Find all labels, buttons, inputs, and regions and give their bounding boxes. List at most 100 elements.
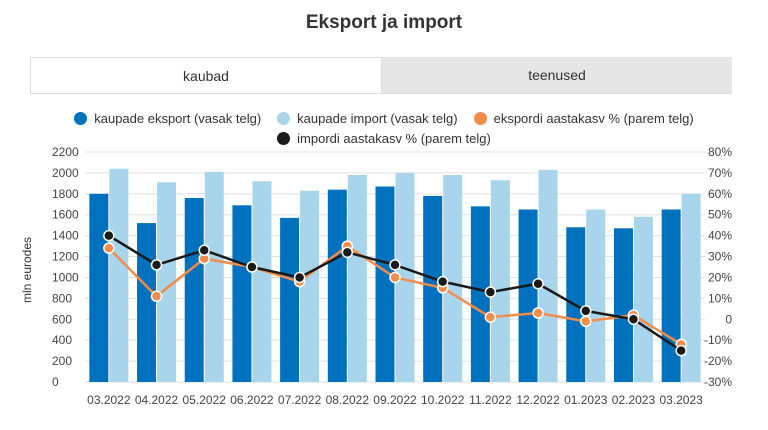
bar-import bbox=[490, 180, 510, 382]
bar-export bbox=[661, 209, 681, 382]
legend-item-export-pct[interactable]: ekspordi aastakasv % (parem telg) bbox=[473, 110, 694, 126]
bar-export bbox=[423, 195, 443, 382]
point-import-pct bbox=[627, 313, 640, 326]
x-tick-label: 12.2022 bbox=[516, 393, 560, 407]
point-export-pct bbox=[484, 311, 497, 323]
bar-export bbox=[184, 198, 204, 382]
y2-tick-label: -30% bbox=[704, 375, 732, 389]
y-tick-label: 600 bbox=[52, 312, 72, 326]
y-tick-label: 800 bbox=[52, 291, 72, 305]
legend-marker-export bbox=[74, 111, 88, 125]
x-tick-label: 08.2022 bbox=[326, 393, 370, 407]
bar-import bbox=[538, 169, 558, 382]
x-tick-label: 04.2022 bbox=[135, 393, 179, 407]
y-tick-label: 200 bbox=[52, 354, 72, 368]
legend-label-import-pct: impordi aastakasv % (parem telg) bbox=[297, 130, 491, 146]
point-import-pct bbox=[198, 244, 210, 257]
bar-import bbox=[157, 182, 177, 382]
point-import-pct bbox=[103, 229, 115, 242]
legend-label-export-pct: ekspordi aastakasv % (parem telg) bbox=[493, 110, 694, 126]
bar-import bbox=[347, 175, 367, 382]
y-tick-label: 1200 bbox=[52, 250, 79, 264]
point-export-pct bbox=[580, 315, 592, 328]
point-export-pct bbox=[150, 290, 163, 303]
tab-teenused[interactable]: teenused bbox=[382, 57, 732, 93]
y2-tick-label: 80% bbox=[708, 145, 732, 159]
y2-tick-label: 50% bbox=[708, 208, 732, 222]
y2-tick-label: 20% bbox=[708, 270, 732, 284]
bar-import bbox=[204, 171, 224, 382]
bar-import bbox=[109, 168, 129, 382]
y-tick-label: 1400 bbox=[52, 229, 79, 243]
x-tick-label: 06.2022 bbox=[230, 393, 274, 407]
y2-tick-label: 40% bbox=[708, 229, 732, 243]
bar-import bbox=[633, 216, 653, 382]
bar-import bbox=[300, 190, 320, 382]
y-axis-title: mln eurodes bbox=[20, 236, 34, 304]
point-import-pct bbox=[675, 344, 687, 357]
point-import-pct bbox=[484, 286, 497, 298]
legend-marker-import-pct bbox=[277, 131, 291, 145]
point-import-pct bbox=[293, 271, 306, 284]
bar-export bbox=[280, 217, 300, 382]
bar-export bbox=[89, 193, 109, 382]
bar-export bbox=[518, 209, 538, 382]
y2-tick-label: 10% bbox=[708, 291, 732, 305]
point-import-pct bbox=[389, 259, 401, 271]
point-import-pct bbox=[341, 246, 354, 259]
bar-export bbox=[613, 228, 633, 382]
legend-label-import: kaupade import (vasak telg) bbox=[297, 110, 458, 126]
x-tick-label: 11.2022 bbox=[469, 393, 512, 407]
y-tick-label: 2000 bbox=[52, 166, 79, 180]
bar-import bbox=[586, 209, 606, 382]
y-tick-label: 1800 bbox=[52, 187, 79, 201]
point-import-pct bbox=[436, 275, 449, 288]
x-tick-label: 03.2023 bbox=[659, 393, 703, 407]
point-export-pct bbox=[389, 271, 401, 284]
x-tick-label: 05.2022 bbox=[183, 393, 227, 407]
y-tick-label: 0 bbox=[52, 375, 59, 389]
bar-export bbox=[137, 223, 157, 382]
point-import-pct bbox=[532, 277, 544, 290]
y-tick-label: 1600 bbox=[52, 208, 79, 222]
chart-legend: kaupade eksport (vasak telg) kaupade imp… bbox=[0, 108, 768, 148]
bar-export bbox=[375, 186, 395, 382]
chart-title: Eksport ja import bbox=[305, 12, 463, 33]
legend-item-export[interactable]: kaupade eksport (vasak telg) bbox=[74, 111, 261, 126]
bar-export bbox=[327, 189, 347, 382]
legend-marker-export-pct bbox=[473, 111, 487, 125]
y2-tick-label: 30% bbox=[708, 250, 732, 264]
y2-tick-label: 70% bbox=[708, 166, 732, 180]
y-tick-label: 1000 bbox=[52, 270, 79, 284]
point-import-pct bbox=[580, 305, 592, 317]
bar-import bbox=[395, 172, 415, 382]
point-export-pct bbox=[532, 307, 544, 319]
y2-tick-label: -20% bbox=[704, 354, 732, 368]
point-import-pct bbox=[246, 261, 258, 273]
tab-kaubad[interactable]: kaubad bbox=[30, 57, 382, 93]
x-tick-label: 03.2022 bbox=[87, 393, 131, 407]
x-tick-label: 02.2023 bbox=[612, 393, 656, 407]
legend-marker-import bbox=[277, 111, 291, 125]
point-export-pct bbox=[103, 242, 115, 254]
bar-import bbox=[252, 181, 272, 382]
tab-bar: kaubad teenused bbox=[30, 57, 732, 94]
x-tick-label: 09.2022 bbox=[373, 393, 417, 407]
bar-export bbox=[470, 206, 490, 382]
legend-item-import[interactable]: kaupade import (vasak telg) bbox=[277, 110, 458, 126]
legend-item-import-pct[interactable]: impordi aastakasv % (parem telg) bbox=[277, 131, 491, 146]
x-tick-label: 10.2022 bbox=[421, 393, 465, 407]
x-tick-label: 07.2022 bbox=[278, 393, 322, 407]
y2-tick-label: -10% bbox=[704, 333, 732, 347]
y2-tick-label: 60% bbox=[708, 187, 732, 201]
point-import-pct bbox=[150, 259, 163, 271]
y2-tick-label: 0 bbox=[725, 312, 732, 326]
bar-import bbox=[443, 175, 463, 382]
x-tick-label: 01.2023 bbox=[564, 393, 608, 407]
bar-export bbox=[232, 205, 252, 382]
bar-import bbox=[681, 193, 701, 382]
y-tick-label: 400 bbox=[52, 333, 72, 347]
legend-label-export: kaupade eksport (vasak telg) bbox=[94, 110, 262, 126]
y-tick-label: 2200 bbox=[52, 145, 79, 159]
